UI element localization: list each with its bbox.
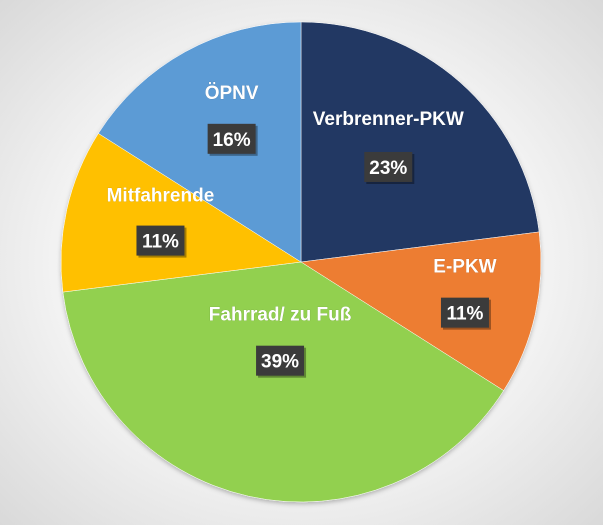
- value-label-e-pkw: 11%: [446, 304, 483, 325]
- value-box-mitfahrende: [136, 225, 185, 256]
- value-box-fahrrad-zu-fuss: [256, 345, 305, 376]
- value-label-fahrrad-zu-fuss: 39%: [261, 352, 299, 373]
- category-label-mitfahrende: Mitfahrende: [107, 186, 215, 207]
- value-label-opnv: 16%: [213, 130, 251, 151]
- pie-slices: [60, 21, 542, 503]
- pie-slice-e-pkw: [300, 231, 542, 391]
- pie-slice-verbrenner-pkw: [300, 21, 540, 263]
- pie-slice-opnv: [98, 21, 302, 263]
- pie-slice-mitfahrende: [60, 133, 302, 293]
- category-label-verbrenner-pkw: Verbrenner-PKW: [313, 109, 464, 130]
- category-label-fahrrad-zu-fuss: Fahrrad/ zu Fuß: [209, 305, 352, 326]
- value-label-verbrenner-pkw: 23%: [369, 158, 407, 179]
- value-box-opnv: [207, 123, 256, 154]
- value-box-verbrenner-pkw: [364, 151, 413, 182]
- category-label-e-pkw: E-PKW: [433, 257, 496, 278]
- value-box-e-pkw: [440, 297, 489, 328]
- pie-slice-fahrrad-zu-fuss: [62, 261, 504, 503]
- value-label-mitfahrende: 11%: [142, 232, 179, 253]
- category-label-opnv: ÖPNV: [205, 83, 259, 104]
- pie-labels: Verbrenner-PKW 23% E-PKW 11% Fahrrad/ zu Fuß…: [106, 83, 497, 378]
